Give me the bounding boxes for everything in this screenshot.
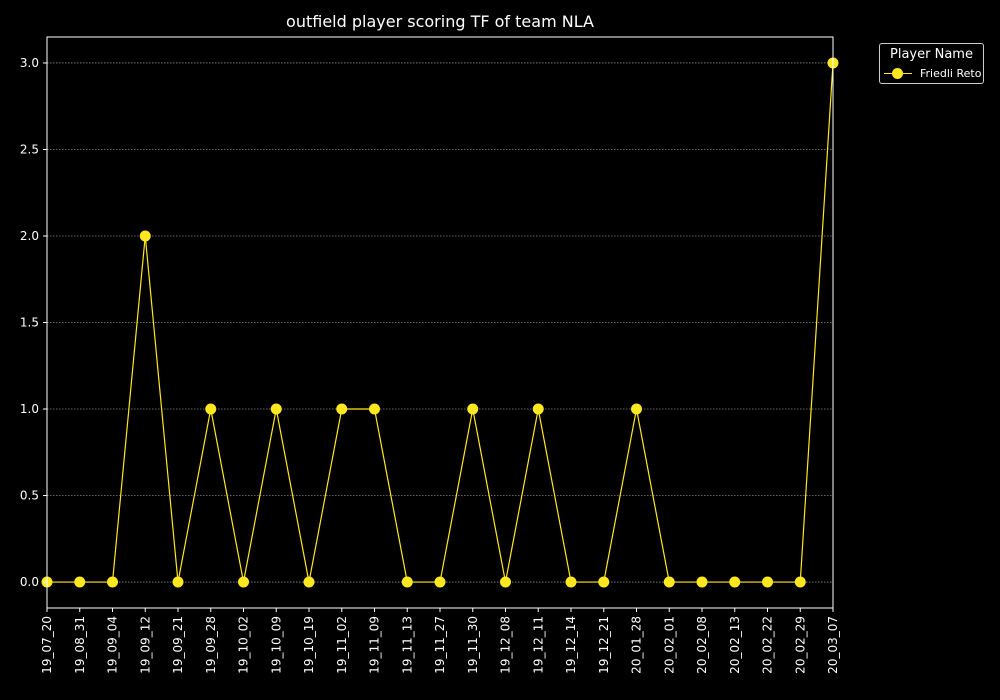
data-point bbox=[532, 403, 544, 415]
x-tick-label: 19_10_09 bbox=[269, 616, 283, 674]
x-tick-label: 20_02_22 bbox=[761, 616, 775, 674]
data-point bbox=[794, 576, 806, 588]
x-tick-label: 20_02_29 bbox=[793, 616, 807, 674]
legend: Player Name Friedli Reto bbox=[879, 43, 984, 84]
data-point bbox=[238, 576, 249, 588]
x-tick-label: 19_09_12 bbox=[138, 616, 152, 674]
x-tick-label: 19_10_19 bbox=[302, 616, 316, 674]
x-tick-label: 19_12_11 bbox=[531, 616, 545, 674]
x-tick-label: 20_02_01 bbox=[662, 616, 676, 674]
grid-lines bbox=[47, 62, 833, 583]
x-tick-label: 19_12_21 bbox=[597, 616, 611, 674]
legend-title: Player Name bbox=[890, 47, 973, 62]
y-axis-ticks: 0.0 0.5 1.0 1.5 2.0 2.5 3.0 bbox=[20, 56, 47, 589]
data-point bbox=[172, 576, 184, 588]
data-point bbox=[434, 576, 446, 588]
legend-label: Friedli Reto bbox=[920, 67, 982, 80]
chart-title: outfield player scoring TF of team NLA bbox=[286, 12, 594, 31]
data-point bbox=[631, 403, 642, 415]
data-point bbox=[663, 576, 675, 588]
x-tick-label: 19_11_30 bbox=[466, 616, 480, 674]
x-tick-label: 19_12_08 bbox=[499, 616, 513, 674]
data-point bbox=[369, 403, 380, 415]
x-tick-label: 20_02_08 bbox=[695, 616, 709, 674]
x-tick-label: 19_11_09 bbox=[368, 616, 382, 674]
y-tick-label: 1.5 bbox=[20, 316, 39, 330]
data-point bbox=[598, 576, 610, 588]
data-point bbox=[270, 403, 282, 415]
y-tick-label: 0.5 bbox=[20, 489, 39, 503]
legend-entry: Friedli Reto bbox=[884, 66, 984, 82]
x-tick-label: 19_09_28 bbox=[204, 616, 218, 674]
data-point bbox=[467, 403, 479, 415]
data-point bbox=[303, 576, 315, 588]
y-tick-label: 1.0 bbox=[20, 402, 39, 416]
data-point bbox=[139, 230, 151, 242]
data-point bbox=[762, 576, 773, 588]
data-point bbox=[500, 576, 511, 588]
x-tick-label: 20_02_13 bbox=[728, 616, 742, 674]
data-point bbox=[565, 576, 577, 588]
x-tick-label: 19_10_02 bbox=[237, 616, 251, 674]
y-tick-label: 2.0 bbox=[20, 229, 39, 243]
data-point bbox=[336, 403, 348, 415]
data-point bbox=[696, 576, 708, 588]
x-tick-label: 19_07_20 bbox=[40, 616, 54, 674]
x-tick-label: 20_01_28 bbox=[630, 616, 644, 674]
x-tick-label: 19_12_14 bbox=[564, 616, 578, 674]
x-tick-label: 20_03_07 bbox=[826, 616, 840, 674]
x-axis-ticks: 19_07_20 19_08_31 19_09_04 19_09_12 19_09_21… bbox=[40, 608, 840, 674]
y-tick-label: 3.0 bbox=[20, 56, 39, 70]
x-tick-label: 19_09_04 bbox=[106, 616, 120, 674]
data-point bbox=[401, 576, 413, 588]
y-tick-label: 2.5 bbox=[20, 142, 39, 156]
data-point bbox=[729, 576, 741, 588]
x-tick-label: 19_09_21 bbox=[171, 616, 185, 674]
x-tick-label: 19_08_31 bbox=[73, 616, 87, 674]
x-tick-label: 19_11_13 bbox=[400, 616, 414, 674]
legend-marker-swatch bbox=[892, 68, 903, 79]
y-tick-label: 0.0 bbox=[20, 575, 39, 589]
x-tick-label: 19_11_02 bbox=[335, 616, 349, 674]
data-point bbox=[74, 576, 86, 588]
data-point bbox=[107, 576, 118, 588]
series-layer bbox=[41, 57, 839, 588]
x-tick-label: 19_11_27 bbox=[433, 616, 447, 674]
data-point bbox=[205, 403, 217, 415]
